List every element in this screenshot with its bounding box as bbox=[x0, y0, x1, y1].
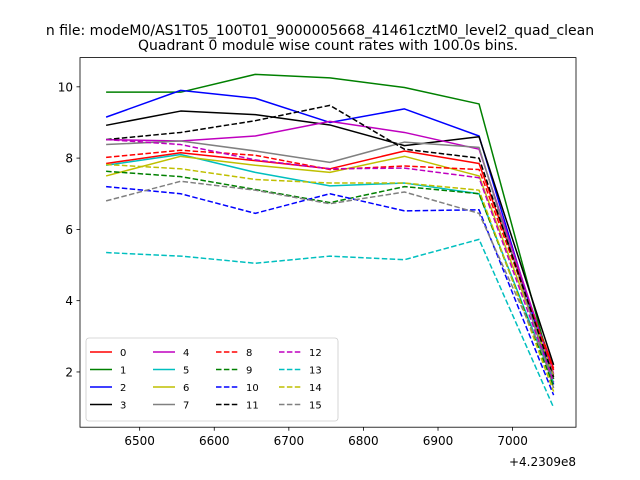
x-tick-label: 6600 bbox=[199, 434, 230, 448]
legend-label-4: 4 bbox=[183, 348, 189, 359]
legend-label-8: 8 bbox=[246, 348, 252, 359]
legend-label-5: 5 bbox=[183, 366, 189, 377]
x-tick-label: 6500 bbox=[124, 434, 155, 448]
legend-label-7: 7 bbox=[183, 401, 189, 412]
series-line-14 bbox=[106, 163, 555, 392]
x-tick-label: 6900 bbox=[423, 434, 454, 448]
legend-label-9: 9 bbox=[246, 366, 252, 377]
x-offset-label: +4.2309e8 bbox=[509, 455, 576, 469]
series-line-15 bbox=[105, 180, 555, 378]
series-line-11 bbox=[106, 104, 555, 378]
series-line-12 bbox=[106, 138, 555, 383]
series-layer bbox=[105, 73, 555, 408]
figure-suptitle: n file: modeM0/AS1T05_100T01_9000005668_… bbox=[46, 23, 594, 39]
x-axis: 6500 6600 6700 6800 6900 7000 bbox=[124, 427, 528, 448]
x-tick-label: 6700 bbox=[274, 434, 305, 448]
x-tick-label: 6800 bbox=[348, 434, 379, 448]
legend-label-1: 1 bbox=[120, 366, 126, 377]
y-axis: 2 4 6 8 10 bbox=[58, 80, 80, 379]
y-tick-label: 2 bbox=[65, 365, 73, 379]
y-tick-label: 8 bbox=[65, 152, 73, 166]
x-tick-label: 7000 bbox=[497, 434, 528, 448]
legend-label-2: 2 bbox=[120, 383, 126, 394]
legend-label-15: 15 bbox=[309, 401, 322, 412]
legend-label-11: 11 bbox=[246, 401, 259, 412]
series-line-9 bbox=[106, 170, 555, 387]
legend-label-6: 6 bbox=[183, 383, 189, 394]
legend-label-10: 10 bbox=[246, 383, 259, 394]
series-line-5 bbox=[106, 153, 555, 383]
legend-label-14: 14 bbox=[309, 383, 322, 394]
legend-box bbox=[85, 337, 339, 422]
chart-title: Quadrant 0 module wise count rates with … bbox=[138, 38, 518, 54]
legend-label-13: 13 bbox=[309, 366, 322, 377]
series-line-10 bbox=[106, 185, 555, 396]
series-line-13 bbox=[106, 238, 555, 408]
legend-label-12: 12 bbox=[309, 348, 322, 359]
y-tick-label: 10 bbox=[58, 80, 73, 94]
series-line-7 bbox=[106, 140, 555, 389]
y-tick-label: 6 bbox=[65, 223, 73, 237]
series-line-3 bbox=[105, 110, 555, 366]
plot-frame bbox=[79, 57, 577, 428]
legend-label-3: 3 bbox=[120, 401, 126, 412]
series-line-6 bbox=[105, 155, 555, 376]
series-line-1 bbox=[106, 73, 555, 380]
y-tick-label: 4 bbox=[65, 294, 73, 308]
legend-label-0: 0 bbox=[120, 348, 126, 359]
